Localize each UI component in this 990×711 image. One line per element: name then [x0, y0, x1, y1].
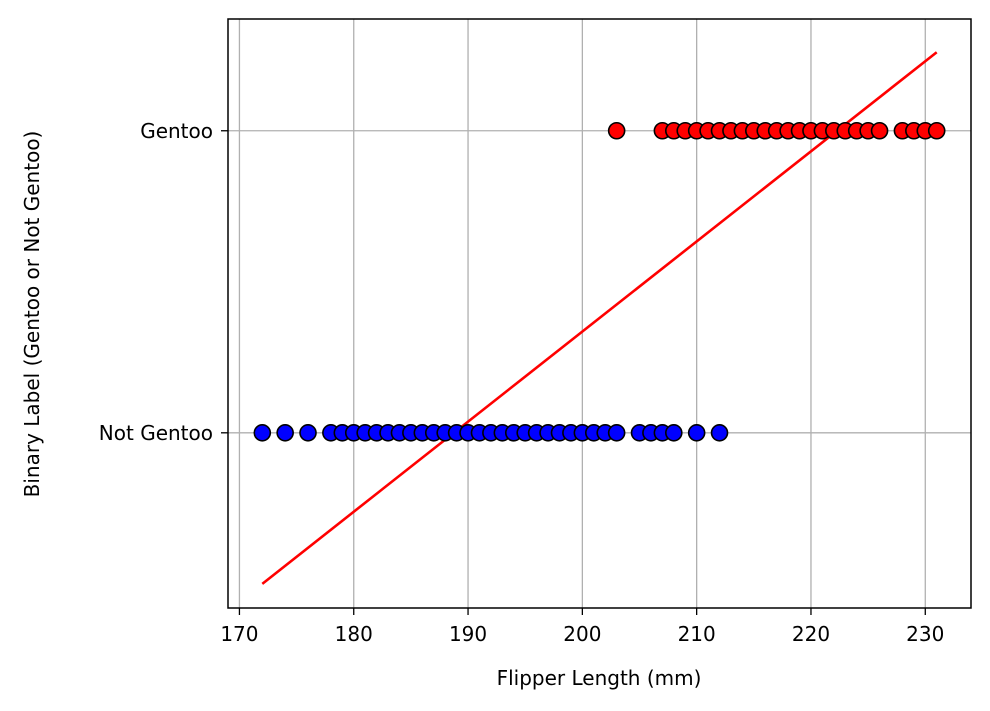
x-axis-ticks: 170 180 190 200 210 220 230 [220, 608, 944, 646]
x-tick-label: 200 [563, 622, 601, 646]
data-point [927, 121, 946, 140]
data-point [607, 424, 626, 442]
data-point [710, 424, 729, 442]
data-point [664, 424, 683, 442]
data-point [276, 424, 294, 442]
y-axis-label: Binary Label (Gentoo or Not Gentoo) [20, 131, 44, 498]
x-tick-label: 220 [792, 622, 830, 646]
x-axis-label: Flipper Length (mm) [497, 666, 702, 690]
x-tick-label: 180 [335, 622, 373, 646]
data-point [299, 424, 317, 442]
y-tick-label: Gentoo [140, 119, 213, 143]
data-point [870, 121, 889, 140]
data-point [253, 424, 272, 442]
x-tick-label: 190 [449, 622, 487, 646]
x-tick-label: 210 [678, 622, 716, 646]
fit-line [261, 51, 938, 585]
data-point [607, 121, 626, 140]
plot-frame [227, 18, 972, 609]
data-points [253, 121, 946, 442]
fit-line-layer [261, 51, 938, 585]
x-tick-label: 170 [220, 622, 258, 646]
y-axis-ticks: Not Gentoo Gentoo [99, 119, 228, 445]
y-tick-label: Not Gentoo [99, 421, 213, 445]
data-point [687, 424, 706, 442]
x-tick-label: 230 [906, 622, 944, 646]
